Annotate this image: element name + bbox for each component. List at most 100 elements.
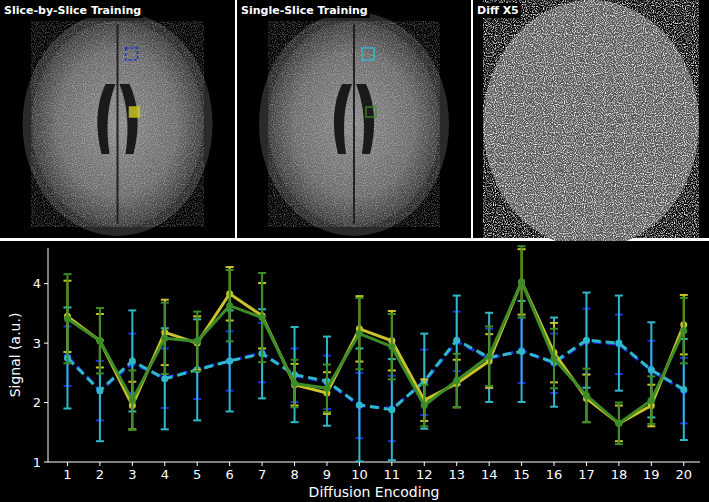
point [421, 402, 428, 409]
x-tick-label: 8 [290, 467, 298, 482]
point [161, 375, 168, 382]
error-cap [63, 273, 71, 275]
error-cap [96, 372, 104, 374]
error-bar [388, 314, 396, 379]
error-cap [161, 428, 169, 430]
chart-bg [0, 241, 709, 502]
brain [268, 21, 440, 227]
error-cap [615, 390, 623, 392]
x-tick [521, 462, 522, 466]
error-cap [420, 428, 428, 430]
error-bar [485, 313, 493, 402]
series [63, 246, 687, 444]
x-tick-label: 17 [578, 467, 595, 482]
point [388, 406, 395, 413]
error-cap [453, 295, 461, 297]
x-tick-label: 1 [63, 467, 71, 482]
error-cap [518, 401, 526, 403]
error-cap [582, 421, 590, 423]
error-cap [550, 406, 558, 408]
error-cap [518, 317, 526, 319]
point [518, 278, 525, 285]
x-tick [554, 462, 555, 466]
x-tick-label: 14 [481, 467, 498, 482]
error-bar [161, 303, 169, 374]
error-cap [485, 325, 493, 327]
x-tick [326, 462, 327, 466]
point [226, 357, 233, 364]
point [64, 315, 71, 322]
y-tick [44, 283, 48, 284]
error-cap [291, 421, 299, 423]
error-cap [193, 419, 201, 421]
error-cap [388, 378, 396, 380]
error-cap [680, 362, 688, 364]
error-cap [226, 266, 234, 268]
error-bar [96, 308, 104, 373]
error-cap [453, 353, 461, 355]
fissure [117, 24, 119, 224]
plot-area [63, 246, 687, 461]
y-axis [48, 248, 49, 462]
error-bar [291, 360, 299, 408]
error-cap [388, 313, 396, 315]
error-cap [291, 359, 299, 361]
error-bar [453, 354, 461, 408]
fissure [353, 24, 355, 224]
brain [32, 21, 204, 227]
error-bar [258, 273, 266, 362]
error-bar [420, 334, 428, 429]
image-panel: Diff X5 [473, 0, 709, 248]
error-bar [323, 365, 331, 413]
point [486, 353, 493, 360]
point [161, 335, 168, 342]
x-tick-label: 20 [676, 467, 693, 482]
x-tick [359, 462, 360, 466]
error-bar [485, 326, 493, 385]
error-cap [161, 299, 169, 301]
error-bar [550, 329, 558, 388]
error-cap [388, 459, 396, 461]
error-cap [323, 364, 331, 366]
y-tick-label: 2 [33, 395, 41, 410]
x-tick-label: 2 [96, 467, 104, 482]
title-bg [2, 3, 143, 18]
error-cap [420, 333, 428, 335]
point [323, 385, 330, 392]
point [96, 337, 103, 344]
image-panel: Single-Slice Training [237, 0, 471, 238]
point [194, 338, 201, 345]
roi [130, 107, 140, 117]
point [129, 397, 136, 404]
error-cap [355, 460, 363, 462]
x-tick-label: 15 [513, 467, 530, 482]
error-cap [647, 321, 655, 323]
point [648, 397, 655, 404]
x-tick [99, 462, 100, 466]
error-cap [323, 411, 331, 413]
x-axis-title: Diffusion Encoding [309, 484, 440, 500]
point [583, 392, 590, 399]
error-cap [226, 269, 234, 271]
point [680, 386, 687, 393]
x-tick [197, 462, 198, 466]
error-cap [582, 368, 590, 370]
ventricle [356, 84, 374, 154]
point [226, 302, 233, 309]
title-bg [475, 3, 521, 18]
point [615, 420, 622, 427]
panel-bg [237, 0, 471, 238]
x-tick-label: 7 [258, 467, 266, 482]
error-cap [647, 423, 655, 425]
error-cap [485, 385, 493, 387]
series [63, 249, 687, 441]
error-bar [615, 403, 623, 445]
texture [268, 21, 440, 227]
x-tick [391, 462, 392, 466]
error-cap [420, 425, 428, 427]
ventricle [120, 84, 138, 154]
error-bar [63, 274, 71, 363]
y-tick-label: 4 [33, 276, 41, 291]
error-cap [323, 336, 331, 338]
point [129, 357, 136, 364]
